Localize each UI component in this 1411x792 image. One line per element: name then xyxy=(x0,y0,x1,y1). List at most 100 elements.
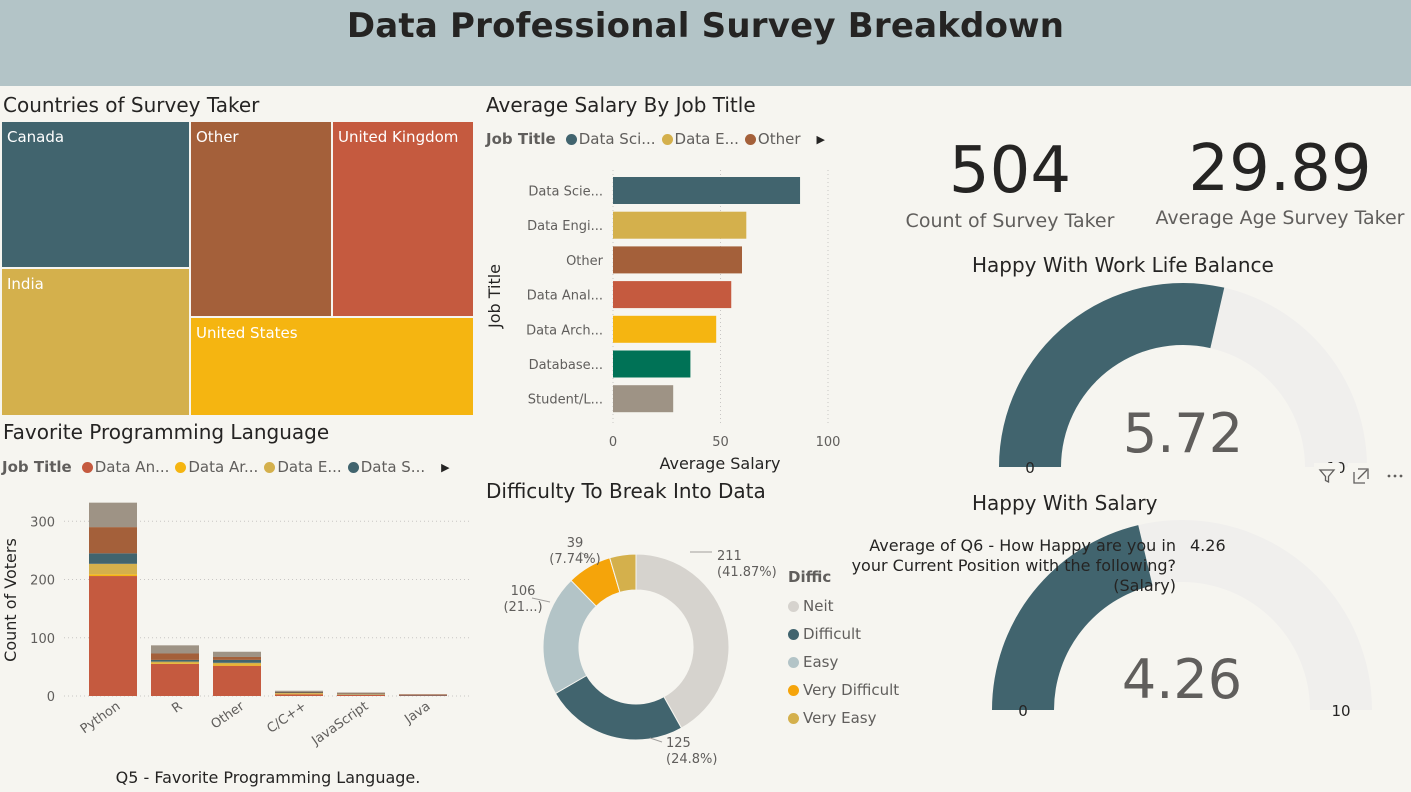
donut-slice[interactable] xyxy=(635,553,730,729)
language-bar-segment[interactable] xyxy=(337,694,385,696)
language-bar-segment[interactable] xyxy=(151,663,199,696)
language-bar-segment[interactable] xyxy=(275,690,323,692)
gauge-fill[interactable] xyxy=(992,525,1153,710)
language-bar-segment[interactable] xyxy=(275,692,323,694)
salary-category-label: Data Anal... xyxy=(527,289,603,304)
salary-category-label: Student/L... xyxy=(528,393,603,408)
gauge-value: 4.26 xyxy=(1122,648,1242,711)
difficulty-legend-item[interactable]: Very Difficult xyxy=(788,676,899,704)
language-bar-segment[interactable] xyxy=(213,662,261,665)
salary-legend: Job Title Data Sci... Data E... Other ▶ xyxy=(486,130,825,148)
visual-header-toolbar xyxy=(1314,463,1408,489)
donut-slice[interactable] xyxy=(554,674,683,741)
donut-data-label-count: 106 xyxy=(511,584,536,599)
language-bar-segment[interactable] xyxy=(399,694,447,695)
legend-dot xyxy=(788,684,799,696)
gauge-salary-title: Happy With Salary xyxy=(972,491,1158,515)
kpi-count-label: Count of Survey Taker xyxy=(905,210,1115,232)
difficulty-legend-item[interactable]: Easy xyxy=(788,648,899,676)
legend-next-arrow-icon[interactable]: ▶ xyxy=(816,132,825,146)
donut-slice[interactable] xyxy=(609,553,637,593)
language-bar-segment[interactable] xyxy=(213,664,261,666)
language-bar-segment[interactable] xyxy=(89,527,137,554)
difficulty-legend-item[interactable]: Neit xyxy=(788,592,899,620)
salary-bar[interactable] xyxy=(613,211,747,239)
language-legend-item[interactable]: Data Ar... xyxy=(175,458,258,476)
salary-x-tick: 100 xyxy=(816,435,841,450)
language-bar-segment[interactable] xyxy=(89,553,137,564)
language-bar-segment[interactable] xyxy=(337,692,385,694)
more-options-icon[interactable] xyxy=(1382,463,1408,489)
salary-category-label: Data Arch... xyxy=(526,323,603,338)
legend-dot xyxy=(788,600,799,612)
treemap-cell-label: United Kingdom xyxy=(338,128,459,146)
treemap-cell-united-kingdom[interactable]: United Kingdom xyxy=(333,122,473,316)
legend-label: Neit xyxy=(803,597,834,615)
treemap-cell-united-states[interactable]: United States xyxy=(191,318,473,415)
gauge-worklife: 5.72010 xyxy=(999,283,1367,475)
language-bar-segment[interactable] xyxy=(151,663,199,664)
salary-bar[interactable] xyxy=(613,385,674,413)
salary-legend-item[interactable]: Data E... xyxy=(661,130,739,148)
language-bar-segment[interactable] xyxy=(151,645,199,654)
salary-x-axis-title: Average Salary xyxy=(659,454,780,473)
language-bar-segment[interactable] xyxy=(151,659,199,662)
filter-icon[interactable] xyxy=(1314,463,1340,489)
language-bar-segment[interactable] xyxy=(151,653,199,660)
language-y-tick: 300 xyxy=(30,515,55,530)
treemap-cell-other[interactable]: Other xyxy=(191,122,331,316)
gauge-fill[interactable] xyxy=(999,283,1225,467)
language-legend-item[interactable]: Data E... xyxy=(264,458,342,476)
difficulty-legend-item[interactable]: Very Easy xyxy=(788,704,899,732)
language-category-label: JavaScript xyxy=(308,699,371,749)
language-bar-segment[interactable] xyxy=(275,693,323,695)
gauge-value: 5.72 xyxy=(1123,402,1243,465)
salary-legend-item[interactable]: Data Sci... xyxy=(565,130,656,148)
language-y-tick: 200 xyxy=(30,574,55,589)
salary-bar[interactable] xyxy=(613,246,742,274)
language-bar-segment[interactable] xyxy=(213,656,261,660)
language-bar-segment[interactable] xyxy=(89,502,137,528)
language-legend-item[interactable]: Data S... xyxy=(347,458,425,476)
legend-label: Very Easy xyxy=(803,709,877,727)
treemap-cell-india[interactable]: India xyxy=(2,269,189,415)
legend-label: Data E... xyxy=(277,458,342,476)
donut-data-label-count: 125 xyxy=(666,736,691,751)
legend-label: Data Sci... xyxy=(578,130,656,148)
salary-bar[interactable] xyxy=(613,350,691,378)
language-bar-segment[interactable] xyxy=(89,576,137,696)
donut-data-label-pct: (7.74%) xyxy=(549,552,600,567)
treemap-title: Countries of Survey Taker xyxy=(3,93,260,117)
language-bar-segment[interactable] xyxy=(337,693,385,694)
language-bar-segment[interactable] xyxy=(399,694,447,696)
legend-label: Very Difficult xyxy=(803,681,900,699)
language-bar-segment[interactable] xyxy=(337,693,385,695)
treemap[interactable]: Canada Other United Kingdom India United… xyxy=(0,122,474,415)
language-legend-item[interactable]: Data An... xyxy=(81,458,169,476)
language-bar-segment[interactable] xyxy=(337,694,385,695)
language-bar-segment[interactable] xyxy=(275,691,323,693)
focus-mode-icon[interactable] xyxy=(1348,463,1374,489)
language-bar-segment[interactable] xyxy=(151,661,199,664)
language-bar-segment[interactable] xyxy=(89,563,137,575)
language-bar-segment[interactable] xyxy=(275,694,323,696)
kpi-count-value: 504 xyxy=(948,134,1072,208)
salary-bar[interactable] xyxy=(613,177,801,204)
language-bar-segment[interactable] xyxy=(89,574,137,577)
salary-category-label: Data Scie... xyxy=(528,185,603,200)
salary-bar[interactable] xyxy=(613,281,732,309)
difficulty-legend-item[interactable]: Difficult xyxy=(788,620,899,648)
language-bar-segment[interactable] xyxy=(275,693,323,694)
language-bar-segment[interactable] xyxy=(213,659,261,663)
salary-legend-item[interactable]: Other xyxy=(744,130,801,148)
legend-next-arrow-icon[interactable]: ▶ xyxy=(441,460,450,474)
language-bar-segment[interactable] xyxy=(213,651,261,657)
treemap-cell-canada[interactable]: Canada xyxy=(2,122,189,267)
salary-bar[interactable] xyxy=(613,315,717,343)
language-bar-segment[interactable] xyxy=(399,695,447,696)
salary-category-label: Other xyxy=(566,254,604,269)
language-bar-segment[interactable] xyxy=(213,665,261,696)
donut-leader-line xyxy=(531,597,551,603)
gauge-salary-tooltip-value: 4.26 xyxy=(1190,536,1226,555)
treemap-cell-label: India xyxy=(7,275,44,293)
